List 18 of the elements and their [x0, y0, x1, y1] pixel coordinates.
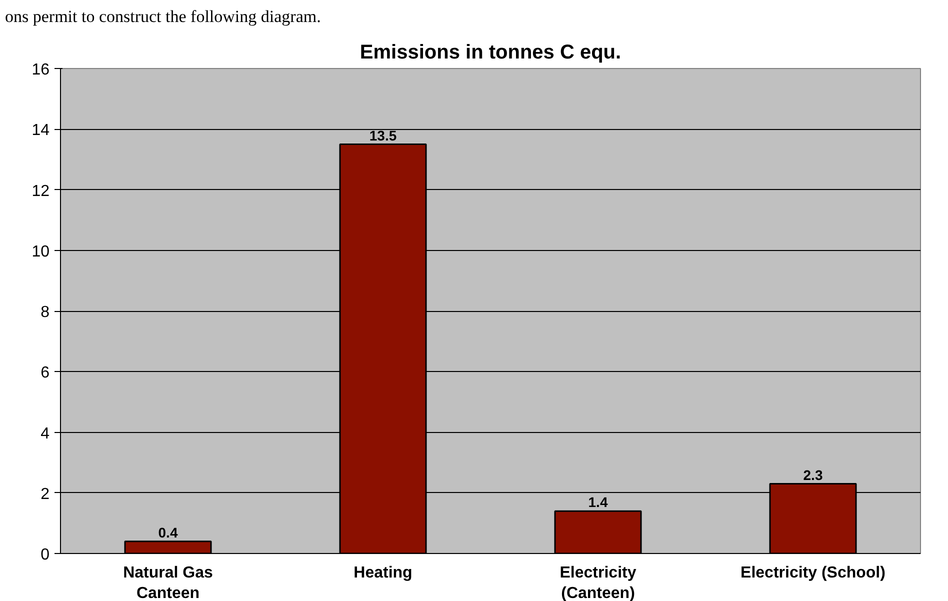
chart-title: Emissions in tonnes C equ.: [360, 42, 622, 64]
data-label: 0.4: [158, 524, 178, 541]
y-tick-label: 12: [32, 183, 50, 200]
y-tick-label: 10: [32, 244, 50, 261]
y-tick-label: 16: [32, 62, 50, 79]
data-label: 2.3: [803, 467, 823, 484]
x-tick-label: Electricity (School): [740, 564, 886, 582]
data-label: 1.4: [588, 494, 608, 510]
y-tick-label: 14: [32, 122, 50, 140]
y-tick-label: 6: [40, 364, 50, 382]
y-tick-label: 2: [40, 486, 50, 504]
x-tick-label: Natural Gas Canteen: [123, 564, 214, 601]
x-tick-label: Heating: [354, 564, 412, 582]
y-tick-label: 8: [40, 304, 50, 322]
text: ons permit to construct the following diagram.: [5, 6, 321, 28]
data-label: 13.5: [369, 128, 397, 144]
y-tick-label: 4: [40, 426, 50, 443]
y-tick-label: 0: [40, 546, 50, 564]
